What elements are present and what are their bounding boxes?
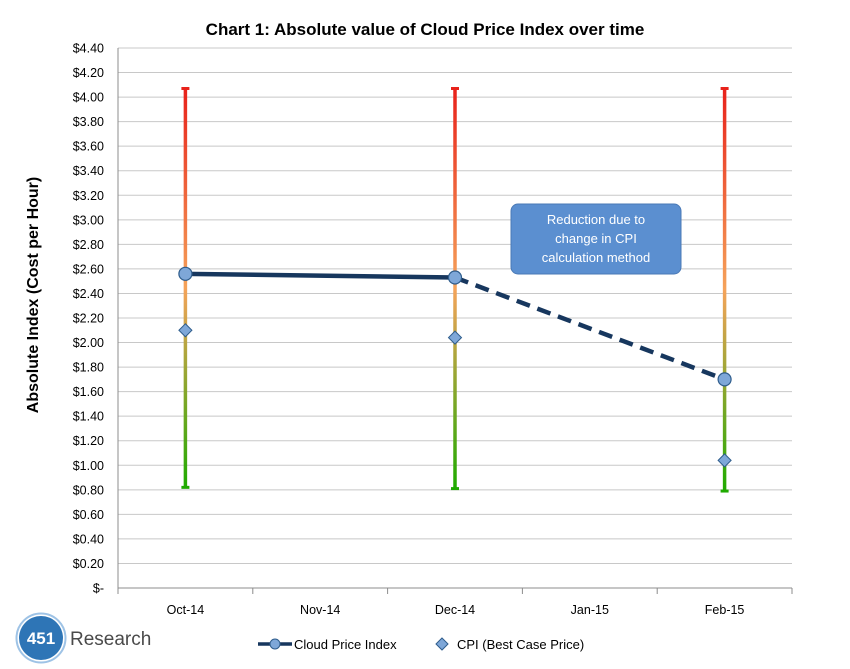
legend-label-cpi-best-case: CPI (Best Case Price)	[457, 637, 584, 652]
x-tick-label: Dec-14	[435, 603, 475, 617]
y-tick-label: $4.00	[73, 91, 104, 105]
cpi-point	[447, 270, 463, 285]
y-tick-label: $3.20	[73, 189, 104, 203]
y-tick-label: $2.40	[73, 287, 104, 301]
y-tick-label: $1.60	[73, 385, 104, 399]
legend-swatch-diamond	[435, 637, 449, 651]
y-tick-label: $3.60	[73, 140, 104, 154]
cpi-line-segment	[185, 271, 456, 280]
y-tick-label: $2.00	[73, 336, 104, 350]
chart-title: Chart 1: Absolute value of Cloud Price I…	[206, 20, 645, 39]
cpi-point	[717, 372, 732, 387]
x-tick-label: Oct-14	[167, 603, 205, 617]
x-axis: Oct-14 Nov-14 Dec-14 Jan-15 Feb-15	[117, 48, 793, 617]
y-tick-label: $1.20	[73, 434, 104, 448]
legend-label-cloud-price-index: Cloud Price Index	[294, 637, 397, 652]
y-tick-label: $1.40	[73, 410, 104, 424]
cpi-line-segment-dashed	[454, 275, 726, 382]
legend-swatch-circle	[269, 638, 281, 650]
logo-word: Research	[70, 629, 151, 650]
range-bar	[183, 88, 188, 488]
annotation-line-1: Reduction due to	[547, 212, 645, 227]
annotation-line-2: change in CPI	[555, 231, 637, 246]
annotation-box	[510, 203, 682, 275]
y-tick-label: $0.80	[73, 483, 104, 497]
y-tick-label: $3.40	[73, 164, 104, 178]
legend: Cloud Price Index CPI (Best Case Price)	[258, 637, 584, 652]
annotation-callout: Reduction due to change in CPI calculati…	[510, 203, 682, 275]
annotation-line-3: calculation method	[542, 250, 650, 265]
range-bar	[453, 88, 457, 489]
y-tick-label: $3.80	[73, 115, 104, 129]
y-tick-label: $-	[93, 582, 104, 596]
y-tick-label: $0.20	[73, 557, 104, 571]
logo-ring	[15, 612, 67, 664]
logo-circle	[19, 616, 63, 660]
logo-number: 451	[27, 629, 55, 648]
cpi-point	[178, 266, 193, 281]
y-axis-ticks: $- $0.20 $0.40 $0.60 $0.80 $1.00 $1.20 $1.40 $1.…	[73, 42, 104, 596]
x-tick-label: Nov-14	[300, 603, 340, 617]
x-tick-label: Feb-15	[705, 603, 745, 617]
range-bar	[722, 88, 727, 492]
y-tick-label: $2.80	[73, 238, 104, 252]
y-tick-label: $4.20	[73, 66, 104, 80]
y-tick-label: $0.60	[73, 508, 104, 522]
y-tick-label: $0.40	[73, 532, 104, 546]
y-tick-label: $1.80	[73, 361, 104, 375]
y-axis-label: Absolute Index (Cost per Hour)	[25, 177, 42, 413]
series-layer	[178, 266, 732, 468]
y-tick-label: $2.20	[73, 312, 104, 326]
best-case-point	[178, 323, 193, 338]
y-tick-label: $1.00	[73, 459, 104, 473]
y-tick-label: $3.00	[73, 213, 104, 227]
best-case-point	[717, 453, 732, 468]
best-case-point	[447, 330, 463, 345]
price-ranges	[181, 87, 729, 493]
y-tick-label: $2.60	[73, 262, 104, 276]
451-research-logo: 451 Research	[15, 612, 151, 664]
y-tick-label: $4.40	[73, 42, 104, 56]
x-tick-label: Jan-15	[571, 603, 609, 617]
